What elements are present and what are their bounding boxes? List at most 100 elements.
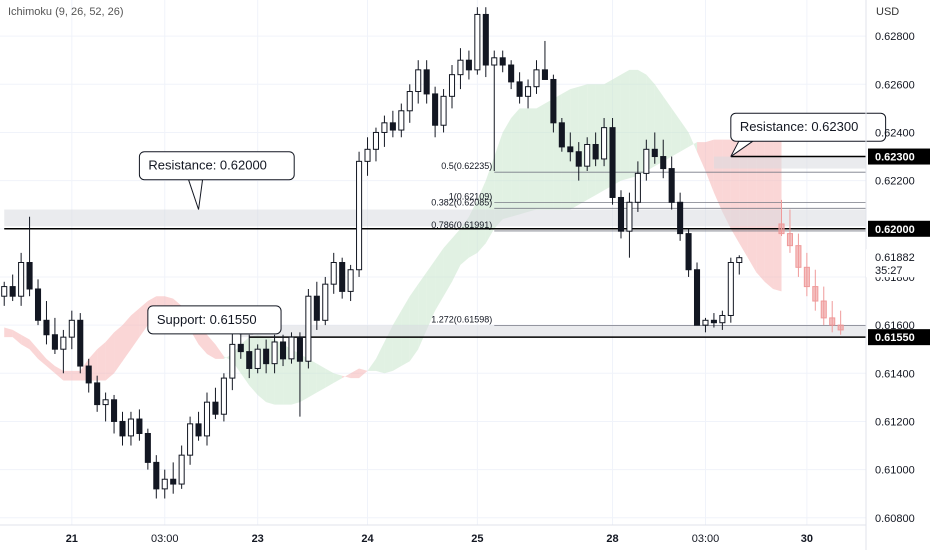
candle: [9, 274, 16, 302]
candle: [288, 332, 295, 364]
cloud-segment: [629, 69, 638, 179]
cloud-segment: [578, 84, 588, 205]
cloud-segment: [63, 370, 72, 381]
projection-candle-body: [829, 317, 836, 326]
candle-body: [1, 286, 8, 297]
candle: [651, 132, 658, 164]
cloud-segment: [688, 132, 698, 152]
candle-body: [584, 143, 591, 167]
candle: [457, 48, 464, 90]
cloud-segment: [316, 363, 326, 393]
candle-body: [220, 377, 227, 415]
candle: [474, 7, 481, 75]
current-price-bg: [866, 249, 932, 278]
candle: [710, 313, 717, 328]
candle: [415, 60, 422, 104]
candle: [660, 139, 667, 179]
price-zones: [4, 156, 867, 338]
cloud-segment: [494, 132, 503, 229]
candle-body: [465, 59, 472, 71]
candles: [1, 7, 743, 499]
candle: [43, 301, 50, 345]
x-tick-label: 30: [801, 533, 813, 545]
projection-candle-body: [795, 245, 802, 268]
cloud-segment: [215, 344, 224, 359]
callout: Support: 0.61550: [147, 305, 282, 335]
cloud-segment: [38, 349, 47, 367]
callout-text: Resistance: 0.62000: [148, 158, 267, 173]
candle: [1, 281, 8, 306]
candle-body: [727, 262, 734, 316]
x-tick-label: 03:00: [151, 533, 179, 545]
cloud-segment: [97, 341, 106, 381]
cloud-segment: [283, 344, 292, 405]
candle: [161, 469, 168, 499]
candle: [609, 118, 616, 205]
candle-body: [609, 127, 616, 198]
price-zone: [4, 209, 867, 227]
candle-body: [541, 69, 548, 80]
candle: [246, 334, 253, 379]
candle-body: [296, 336, 303, 362]
candle-body: [736, 257, 743, 263]
cloud-segment: [747, 139, 757, 273]
current-price-countdown: 35:27: [875, 265, 903, 277]
projection-candle-body: [786, 233, 793, 247]
candle-body: [499, 57, 506, 66]
callout-box: [138, 151, 295, 181]
y-tick-label: 0.62400: [875, 127, 915, 139]
candle-body: [127, 418, 134, 437]
cloud-segment: [697, 142, 706, 171]
candle-body: [34, 288, 42, 321]
candle: [482, 7, 489, 78]
candle: [508, 60, 515, 90]
candle: [626, 192, 633, 258]
candle-body: [347, 269, 354, 292]
candle: [170, 462, 177, 494]
candle: [144, 428, 151, 470]
candle-body: [626, 201, 633, 232]
cloud-segment: [705, 139, 714, 193]
candle-body: [356, 160, 363, 271]
candle-body: [9, 286, 16, 297]
y-tick-label: 0.62600: [875, 79, 915, 91]
cloud-segment: [4, 327, 13, 338]
candle-body: [516, 81, 523, 97]
candle: [601, 118, 608, 167]
cloud-segment: [291, 349, 300, 405]
candle-body: [457, 59, 464, 76]
cloud-segment: [46, 358, 55, 374]
candle: [330, 252, 337, 294]
cloud-segment: [409, 284, 419, 362]
candle-body: [111, 399, 118, 422]
candle: [212, 387, 219, 420]
candle-body: [617, 196, 625, 232]
price-zone: [713, 156, 866, 169]
cloud-segment: [325, 368, 334, 388]
candle: [685, 228, 692, 277]
candle: [525, 79, 532, 109]
candle-body: [719, 314, 726, 324]
projection-candle: [803, 252, 810, 297]
cloud-segment: [587, 84, 596, 200]
y-tick-label: 0.62800: [875, 31, 915, 43]
candle-body: [229, 343, 236, 379]
candle: [702, 317, 709, 333]
candle: [736, 255, 743, 275]
candle: [516, 72, 523, 104]
candle-body: [710, 319, 717, 324]
candle: [584, 137, 591, 171]
cloud-segment: [528, 108, 537, 212]
level-price-label: 0.62300: [868, 148, 930, 165]
candle: [617, 190, 625, 239]
cloud-segment: [561, 89, 571, 210]
indicator-legend[interactable]: Ichimoku (9, 26, 52, 26): [8, 6, 124, 18]
candle: [51, 317, 58, 355]
candle: [263, 339, 270, 374]
projection-candle: [820, 286, 827, 326]
grid-lines: [0, 0, 866, 525]
level-price-label-text: 0.61550: [875, 332, 915, 344]
cloud-segment: [502, 118, 512, 220]
